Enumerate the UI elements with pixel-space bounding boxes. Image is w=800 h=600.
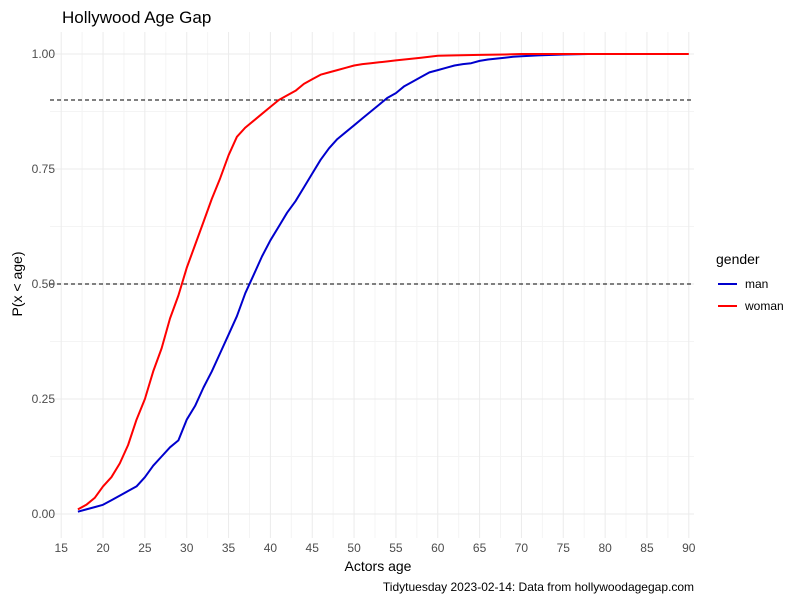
- x-tick-labels: 15 20 25 30 35 40 45 50 55 60 65 70 75 80 85 90: [55, 541, 696, 555]
- x-tick-label: 80: [598, 541, 612, 555]
- x-tick-label: 70: [515, 541, 529, 555]
- y-tick-label: 0.75: [32, 162, 56, 176]
- x-tick-label: 40: [264, 541, 278, 555]
- x-tick-label: 90: [682, 541, 696, 555]
- y-axis-title: P(x < age): [9, 252, 25, 317]
- chart-title: Hollywood Age Gap: [62, 8, 211, 27]
- x-axis-title: Actors age: [345, 558, 412, 574]
- y-tick-label: 0.00: [32, 507, 56, 521]
- minor-gridlines: [50, 32, 694, 538]
- legend-title: gender: [716, 251, 760, 267]
- y-tick-labels: 0.00 0.25 0.50 0.75 1.00: [32, 47, 56, 521]
- x-tick-label: 15: [55, 541, 69, 555]
- major-gridlines: [50, 32, 694, 538]
- x-tick-label: 50: [347, 541, 361, 555]
- legend-label-woman: woman: [744, 299, 784, 313]
- chart-caption: Tidytuesday 2023-02-14: Data from hollyw…: [383, 580, 694, 594]
- x-tick-label: 25: [138, 541, 152, 555]
- x-tick-label: 20: [96, 541, 110, 555]
- legend-label-man: man: [745, 277, 768, 291]
- legend-items: man woman: [718, 277, 784, 313]
- x-tick-label: 65: [473, 541, 487, 555]
- y-tick-label: 0.25: [32, 392, 56, 406]
- series-line-man: [77, 53, 614, 513]
- y-tick-label: 0.50: [32, 277, 56, 291]
- series-layer: [77, 53, 689, 513]
- x-tick-label: 60: [431, 541, 445, 555]
- legend: gender man woman: [716, 251, 784, 313]
- reference-lines: [50, 99, 694, 285]
- x-tick-label: 75: [557, 541, 571, 555]
- x-tick-label: 55: [389, 541, 403, 555]
- x-tick-label: 85: [640, 541, 654, 555]
- series-line-woman: [77, 53, 689, 511]
- x-tick-label: 30: [180, 541, 194, 555]
- x-tick-label: 35: [222, 541, 236, 555]
- y-tick-label: 1.00: [32, 47, 56, 61]
- x-tick-label: 45: [306, 541, 320, 555]
